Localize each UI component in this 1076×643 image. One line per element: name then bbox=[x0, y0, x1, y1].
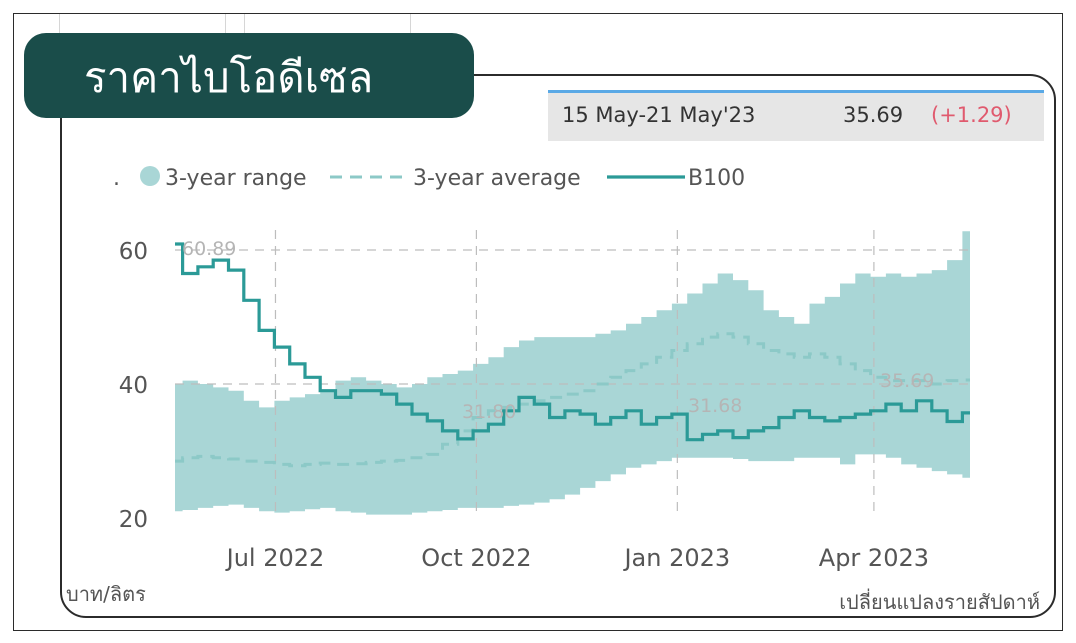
x-tick-0: Jul 2022 bbox=[225, 544, 325, 572]
annotation-2: 31.68 bbox=[688, 395, 742, 417]
legend-swatch-range bbox=[140, 166, 160, 186]
legend-label-range: 3-year range bbox=[165, 166, 307, 191]
latest-period: 15 May-21 May'23 bbox=[562, 103, 756, 127]
y-tick-60: 60 bbox=[119, 239, 148, 265]
x-tick-2: Jan 2023 bbox=[622, 544, 730, 572]
series-3-year-average bbox=[175, 332, 970, 468]
legend-label-b100: B100 bbox=[688, 166, 745, 191]
series-b100 bbox=[175, 242, 970, 442]
x-tick-1: Oct 2022 bbox=[421, 544, 531, 572]
annotation-0: 60.89 bbox=[182, 238, 236, 260]
latest-change: (+1.29) bbox=[931, 103, 1012, 127]
legend-label-average: 3-year average bbox=[413, 166, 581, 191]
annotation-1: 31.80 bbox=[462, 401, 516, 423]
title-tab bbox=[24, 33, 474, 118]
annotation-3: 35.69 bbox=[880, 370, 934, 392]
unit-label: บาท/ลิตร bbox=[66, 582, 146, 606]
latest-value: 35.69 bbox=[843, 103, 904, 127]
range-band bbox=[175, 231, 970, 515]
frequency-label: เปลี่ยนแปลงรายสัปดาห์ bbox=[839, 590, 1040, 614]
chart-title: ราคาไบโอดีเซล bbox=[84, 53, 374, 102]
legend-marker: . bbox=[113, 166, 120, 191]
y-tick-40: 40 bbox=[119, 373, 148, 399]
latest-price-box: 15 May-21 May'23 35.69 (+1.29) bbox=[548, 90, 1044, 141]
x-tick-3: Apr 2023 bbox=[819, 544, 929, 572]
y-tick-20: 20 bbox=[119, 507, 148, 533]
